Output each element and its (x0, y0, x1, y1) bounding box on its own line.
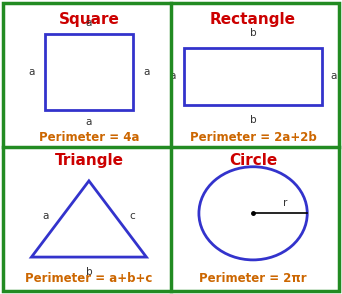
Text: Perimeter = 4a: Perimeter = 4a (39, 131, 139, 144)
Text: Perimeter = a+b+c: Perimeter = a+b+c (25, 272, 153, 285)
Text: r: r (283, 198, 287, 208)
Text: a: a (143, 67, 149, 77)
Text: a: a (169, 71, 176, 81)
Text: a: a (28, 67, 35, 77)
Text: Perimeter = 2a+2b: Perimeter = 2a+2b (190, 131, 316, 144)
Text: a: a (42, 211, 49, 221)
Text: Triangle: Triangle (54, 153, 123, 168)
Text: b: b (86, 267, 92, 277)
Text: c: c (130, 211, 135, 221)
Text: a: a (330, 71, 337, 81)
Text: Perimeter = 2πr: Perimeter = 2πr (199, 272, 307, 285)
Text: a: a (86, 19, 92, 29)
Text: a: a (86, 117, 92, 127)
Bar (44, 34, 133, 110)
Text: Circle: Circle (229, 153, 277, 168)
Text: Square: Square (58, 11, 119, 26)
Text: Rectangle: Rectangle (210, 11, 296, 26)
Text: b: b (250, 115, 256, 125)
Text: b: b (250, 28, 256, 38)
Bar (184, 48, 322, 105)
